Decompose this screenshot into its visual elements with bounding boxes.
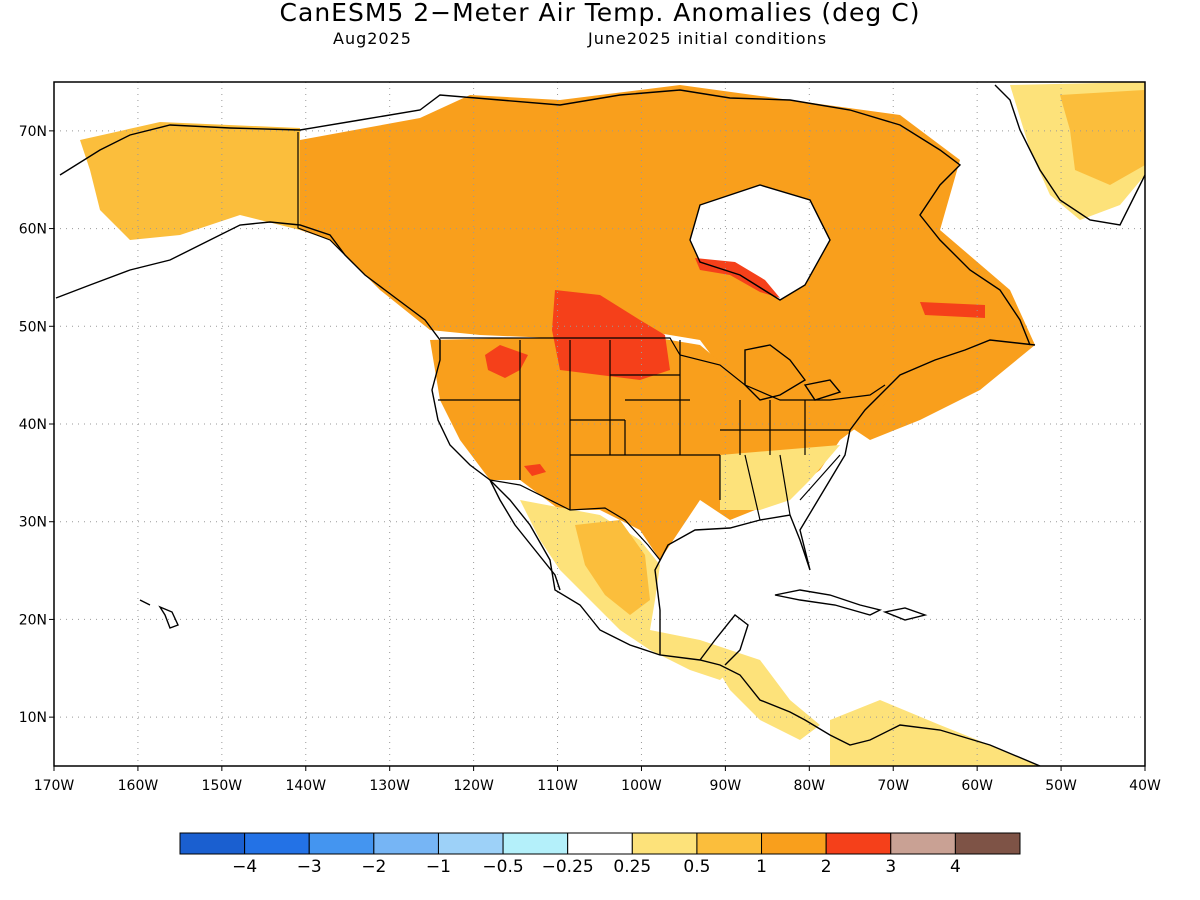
lon-tick-label: 160W — [118, 778, 159, 794]
lon-tick-label: 140W — [285, 778, 326, 794]
colorbar-swatch — [308, 832, 375, 855]
hudson-bay — [690, 185, 830, 300]
hotspot-labrador — [920, 302, 985, 318]
coastline-hawaii — [139, 599, 179, 629]
coastlines — [55, 84, 1145, 766]
lat-tick-label: 10N — [19, 710, 47, 726]
political-borders — [297, 132, 886, 561]
lat-tick-label: 70N — [19, 124, 47, 140]
lat-tick-label: 60N — [19, 222, 47, 238]
colorbar-swatch — [567, 832, 633, 855]
lon-tick-label: 100W — [621, 778, 662, 794]
lon-tick-label: 60W — [961, 778, 993, 794]
lon-tick-label: 130W — [369, 778, 410, 794]
colorbar-swatch — [373, 832, 439, 855]
border-us-canada — [440, 337, 886, 401]
coastline-cuba — [774, 589, 883, 616]
lat-tick-label: 50N — [19, 319, 47, 335]
lon-tick-label: 110W — [537, 778, 578, 794]
colorbar-label: −0.5 — [482, 857, 523, 877]
anomaly-region-greenland-interior — [1060, 90, 1145, 185]
coastline-hudson-bay — [689, 184, 831, 301]
colorbar-swatch — [696, 832, 763, 855]
colorbar-swatch — [890, 832, 956, 855]
lon-tick-label: 50W — [1045, 778, 1077, 794]
colorbar-swatch — [954, 832, 1021, 855]
hotspot-northern-plains — [552, 290, 670, 380]
coastline-greenland — [994, 84, 1145, 226]
colorbar-swatch — [179, 832, 246, 855]
anomaly-region-canada — [300, 85, 1035, 440]
coastline-gulf-of-mexico — [654, 339, 1036, 655]
colorbar-label: 0.5 — [683, 857, 710, 877]
colorbar-label: −3 — [297, 857, 322, 877]
border-us-mexico — [489, 479, 661, 561]
hotspot-arizona — [524, 464, 546, 476]
lon-tick-label: 40W — [1129, 778, 1161, 794]
anomaly-shading — [80, 82, 1145, 766]
subtitle-initial-conditions: June2025 initial conditions — [588, 29, 828, 48]
anomaly-region-mexico-interior — [575, 520, 650, 615]
coastline-great-lakes — [744, 344, 842, 401]
border-alaska-canada — [297, 132, 346, 256]
anomaly-region-southeast — [720, 445, 840, 510]
anomaly-region-alaska — [80, 122, 300, 240]
longitude-ticks: 170W 160W 150W 140W 130W 120W 110W 100W 90W 80W 70… — [34, 766, 1161, 794]
colorbar-swatch — [631, 832, 698, 855]
colorbar-swatch — [244, 832, 310, 855]
graticule — [54, 82, 1145, 766]
coastline-arctic — [59, 89, 1031, 346]
lat-tick-label: 30N — [19, 515, 47, 531]
colorbar-swatch — [502, 832, 569, 855]
colorbar-label: −0.25 — [542, 857, 594, 877]
border-states — [438, 340, 850, 521]
lat-tick-label: 20N — [19, 612, 47, 628]
latitude-ticks: 10N 20N 30N 40N 50N 60N 70N — [19, 124, 54, 726]
lon-tick-label: 170W — [34, 778, 75, 794]
anomaly-region-south-america — [830, 700, 1040, 766]
colorbar-label: 0.25 — [613, 857, 651, 877]
lon-tick-label: 90W — [710, 778, 742, 794]
lon-tick-label: 150W — [202, 778, 243, 794]
coastline-baja — [489, 479, 561, 591]
colorbar-swatch — [437, 832, 504, 855]
colorbar-label: 3 — [885, 857, 896, 877]
lat-tick-label: 40N — [19, 417, 47, 433]
coastline-yucatan — [699, 614, 749, 666]
subtitle-valid-month: Aug2025 — [333, 29, 412, 48]
colorbar-label: −4 — [232, 857, 257, 877]
colorbar-label: −2 — [361, 857, 386, 877]
colorbar-label: 2 — [821, 857, 832, 877]
hotspot-idaho — [485, 345, 528, 378]
colorbar-swatch — [825, 832, 892, 855]
colorbar-label: −1 — [426, 857, 451, 877]
chart-title: CanESM5 2−Meter Air Temp. Anomalies (deg… — [279, 0, 921, 27]
lon-tick-label: 80W — [793, 778, 825, 794]
coastline-hispaniola — [882, 607, 928, 621]
coastline-north-america — [55, 221, 1041, 766]
lon-tick-label: 120W — [453, 778, 494, 794]
colorbar-swatch — [761, 832, 827, 855]
colorbar-label: 4 — [950, 857, 961, 877]
colorbar-label: 1 — [756, 857, 767, 877]
anomaly-region-united-states — [430, 335, 900, 560]
anomaly-region-central-america — [700, 640, 820, 740]
lon-tick-label: 70W — [877, 778, 909, 794]
colorbar: −4 −3 −2 −1 −0.5 −0.25 0.25 0.5 1 2 3 4 — [179, 832, 1021, 877]
